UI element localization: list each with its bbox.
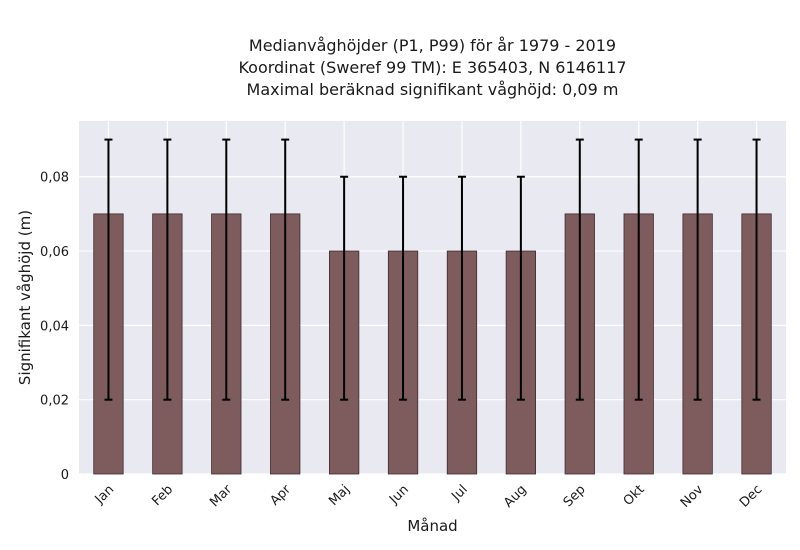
x-axis-ticks: Jan Feb Mar Apr Maj Jun Jul Aug Sep Okt Nov Dec [92, 482, 766, 511]
error-bars [104, 138, 761, 401]
x-axis-label: Månad [407, 517, 457, 535]
x-tick-label-mar: Mar [207, 482, 235, 510]
x-tick-label-aug: Aug [501, 482, 530, 511]
title-line-1: Medianvåghöjder (P1, P99) för år 1979 - … [249, 36, 616, 55]
y-tick-label-3: 0,06 [40, 245, 69, 260]
y-tick-label-2: 0,04 [40, 319, 69, 334]
x-tick-label-nov: Nov [678, 482, 707, 511]
y-tick-label-4: 0,08 [40, 171, 69, 186]
x-tick-label-okt: Okt [621, 482, 648, 509]
y-axis-ticks: 0 0,02 0,04 0,06 0,08 [40, 171, 69, 483]
x-tick-label-apr: Apr [268, 482, 295, 509]
title-line-3: Maximal beräknad signifikant våghöjd: 0,… [247, 80, 619, 99]
plot-area [79, 121, 786, 474]
x-tick-label-feb: Feb [149, 482, 176, 509]
x-tick-label-jul: Jul [448, 482, 470, 504]
x-tick-label-sep: Sep [561, 482, 589, 510]
title-line-2: Koordinat (Sweref 99 TM): E 365403, N 61… [238, 58, 626, 77]
y-tick-label-0: 0 [61, 468, 69, 483]
x-tick-label-maj: Maj [326, 482, 353, 509]
x-tick-label-jan: Jan [92, 482, 117, 507]
x-tick-label-jun: Jun [386, 482, 412, 508]
y-tick-label-1: 0,02 [40, 394, 69, 409]
x-tick-label-dec: Dec [737, 482, 765, 510]
y-axis-label: Signifikant våghöjd (m) [16, 210, 34, 385]
chart-title: Medianvåghöjder (P1, P99) för år 1979 - … [238, 36, 626, 99]
